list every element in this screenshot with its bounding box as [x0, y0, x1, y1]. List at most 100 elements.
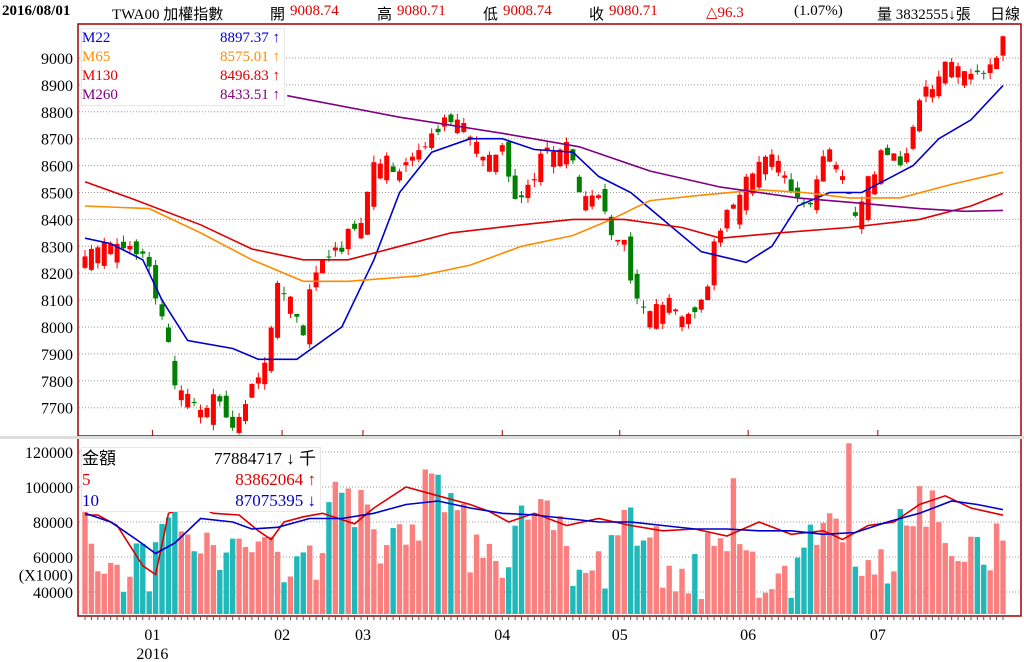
legend-name: 金額 [82, 449, 116, 468]
volume-bars [82, 443, 1006, 614]
volume-bar [846, 443, 852, 614]
candle-up [820, 156, 826, 182]
candle-up [210, 394, 216, 425]
candle-up [416, 150, 422, 160]
price-tick-label: 7700 [41, 401, 73, 418]
candle-down [448, 114, 454, 123]
candle-up [486, 154, 492, 172]
volume-bar [576, 569, 583, 614]
price-tick-label: 8200 [41, 266, 73, 283]
volume-bar [749, 551, 756, 614]
candle-up [249, 383, 255, 398]
volume-bar [775, 573, 782, 614]
candle-down [634, 273, 640, 299]
candle-up [968, 73, 974, 80]
volume-bar [371, 529, 377, 614]
candle-down [390, 166, 396, 173]
volume-bar [653, 526, 660, 614]
volume-bar [249, 552, 255, 614]
candle-up [936, 76, 942, 97]
volume-bar [891, 571, 897, 614]
volume-bar [679, 568, 685, 614]
price-tick-label: 8900 [41, 78, 73, 95]
volume-bar [672, 591, 679, 614]
candle-up [653, 304, 659, 329]
volume-bar [499, 577, 505, 614]
volume-bar [396, 524, 403, 614]
legend-value: 77884717 ↓ 千 [214, 449, 316, 468]
candle-up [775, 160, 781, 173]
volume-bar [345, 488, 351, 614]
volume-bar [833, 518, 839, 614]
candle-down [300, 325, 306, 336]
volume-bar [904, 525, 910, 614]
candle-down [294, 313, 300, 317]
legend-value: 83862064 ↑ [235, 470, 316, 489]
ma-line-m65 [84, 171, 1004, 283]
candle-up [422, 146, 428, 148]
close-label: 收 [589, 7, 605, 23]
period-label[interactable]: 日線 [990, 7, 1021, 23]
candles [82, 35, 1006, 435]
candle-down [191, 401, 197, 404]
legend-name: 10 [82, 491, 99, 510]
volume-bar [326, 502, 332, 614]
volume-bar [133, 543, 140, 614]
month-label: 07 [870, 627, 886, 644]
price-ma-legend: M22 8897.37 ↑ M65 8575.01 ↑ M130 8496.83 ↑ … [81, 28, 285, 106]
volume-bar [550, 530, 557, 614]
volume-bar [615, 535, 621, 614]
legend-value: 8433.51 ↑ [220, 87, 280, 103]
volume-bar [634, 545, 640, 614]
price-tick-label: 7800 [41, 374, 73, 391]
legend-value: 87075395 ↓ [235, 491, 316, 510]
price-tick-label: 8600 [41, 159, 73, 176]
price-tick-label: 8300 [41, 239, 73, 256]
candle-up [499, 145, 505, 152]
volume-bar [557, 516, 563, 614]
volume-bar [255, 541, 262, 614]
volume-bar [358, 489, 364, 614]
candle-down [133, 241, 139, 255]
candle-up [127, 245, 133, 250]
volume-bar [127, 576, 133, 614]
candle-up [204, 407, 210, 418]
volume-bar [242, 547, 249, 614]
volume-bar [936, 522, 942, 614]
candle-up [679, 316, 685, 328]
candle-up [615, 239, 621, 242]
candle-up [403, 162, 409, 166]
candle-down [146, 256, 152, 267]
candle-up [730, 204, 736, 209]
ma-line-m130 [84, 180, 1004, 261]
candle-down [506, 141, 512, 177]
candle-up [268, 327, 274, 372]
volume-bar [955, 561, 961, 614]
symbol-name: TWA00 加權指數 [112, 7, 224, 23]
volume-bar [120, 591, 127, 614]
legend-ma10: 10 87075395 ↓ [82, 490, 320, 511]
volume-bar [544, 500, 550, 614]
volume-bar [114, 564, 120, 614]
volume-bar [191, 551, 197, 614]
price-tick-label: 8000 [41, 320, 73, 337]
candle-up [95, 247, 101, 264]
candle-up [910, 126, 916, 149]
price-tick-label: 8400 [41, 212, 73, 229]
volume-bar [538, 499, 544, 614]
candle-up [596, 195, 602, 198]
volume-bar [948, 556, 955, 614]
candle-down [852, 212, 858, 216]
candle-up [769, 154, 775, 167]
year-label: 2016 [136, 646, 168, 662]
candle-up [531, 179, 537, 181]
candle-up [846, 193, 852, 195]
volume-bar [268, 536, 274, 614]
candle-up [364, 191, 370, 235]
close-value: 9080.71 [609, 3, 658, 19]
volume-bar [339, 492, 345, 614]
volume-bar [531, 515, 538, 614]
volume-bar [711, 545, 717, 614]
volume-bar [647, 537, 653, 614]
candle-up [750, 173, 756, 194]
